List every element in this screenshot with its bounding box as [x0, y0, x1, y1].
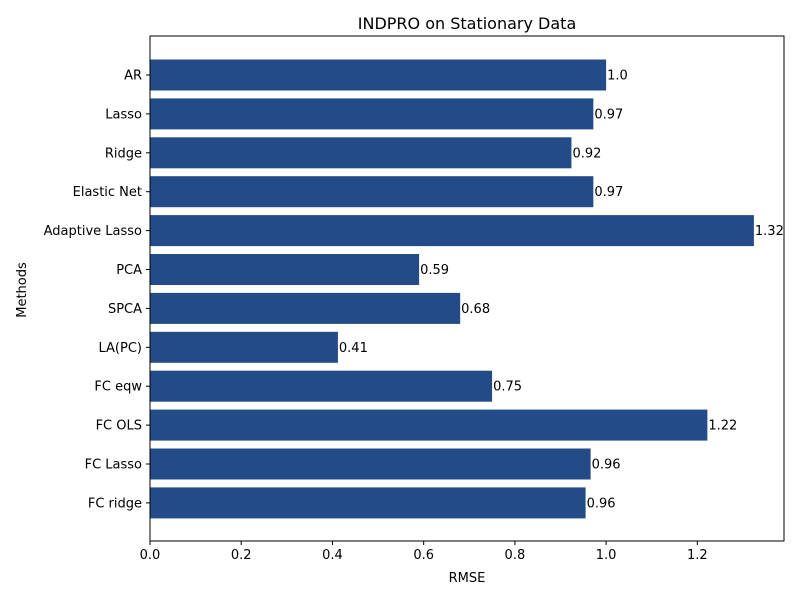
- value-label-7: 0.41: [339, 341, 368, 356]
- value-label-10: 0.96: [592, 458, 621, 473]
- value-label-0: 1.0: [607, 69, 628, 84]
- x-tick-label-6: 1.2: [687, 548, 708, 563]
- bar-6: [150, 292, 461, 324]
- bar-7: [150, 331, 338, 363]
- bar-9: [150, 409, 708, 441]
- value-label-9: 1.22: [708, 419, 737, 434]
- chart-title: INDPRO on Stationary Data: [358, 14, 577, 33]
- y-tick-label-0: AR: [124, 69, 142, 84]
- y-axis-label: Methods: [15, 262, 30, 318]
- bar-1: [150, 98, 594, 130]
- x-tick-label-3: 0.6: [413, 548, 434, 563]
- y-tick-label-7: LA(PC): [99, 341, 143, 356]
- bars-layer: [150, 59, 754, 519]
- y-tick-label-1: Lasso: [105, 107, 142, 122]
- bar-5: [150, 254, 420, 285]
- value-label-2: 0.92: [572, 146, 601, 161]
- value-label-11: 0.96: [587, 496, 616, 511]
- y-tick-label-6: SPCA: [108, 302, 142, 317]
- x-axis-label: RMSE: [449, 571, 486, 586]
- y-tick-label-8: FC eqw: [94, 380, 142, 395]
- y-tick-label-2: Ridge: [105, 146, 142, 161]
- x-tick-label-1: 0.2: [231, 548, 252, 563]
- value-label-5: 0.59: [420, 263, 449, 278]
- value-label-8: 0.75: [493, 380, 522, 395]
- x-axis: 0.0 0.2 0.4 0.6 0.8 1.0 1.2: [140, 541, 708, 563]
- bar-11: [150, 487, 586, 519]
- value-label-6: 0.68: [461, 302, 490, 317]
- bar-2: [150, 137, 572, 169]
- value-labels-layer: 1.0 0.97 0.92 0.97 1.32 0.59 0.68 0.41 0.75 1.22 0…: [339, 69, 784, 512]
- y-tick-label-9: FC OLS: [96, 419, 142, 434]
- value-label-1: 0.97: [594, 107, 623, 122]
- x-tick-label-5: 1.0: [596, 548, 617, 563]
- x-tick-label-2: 0.4: [322, 548, 343, 563]
- bar-8: [150, 370, 493, 402]
- y-tick-label-11: FC ridge: [88, 496, 142, 511]
- x-tick-label-4: 0.8: [505, 548, 526, 563]
- bar-0: [150, 59, 607, 91]
- value-label-3: 0.97: [594, 185, 623, 200]
- plot-frame: [149, 35, 785, 542]
- x-tick-label-0: 0.0: [140, 548, 161, 563]
- bar-10: [150, 448, 591, 480]
- y-tick-label-3: Elastic Net: [73, 185, 142, 200]
- y-tick-label-4: Adaptive Lasso: [44, 224, 142, 239]
- y-axis: AR Lasso Ridge Elastic Net Adaptive Lasso PCA…: [44, 69, 150, 511]
- value-label-4: 1.32: [755, 224, 784, 239]
- bar-3: [150, 176, 594, 208]
- bar-4: [150, 215, 754, 247]
- y-tick-label-5: PCA: [116, 263, 142, 278]
- y-tick-label-10: FC Lasso: [85, 458, 142, 473]
